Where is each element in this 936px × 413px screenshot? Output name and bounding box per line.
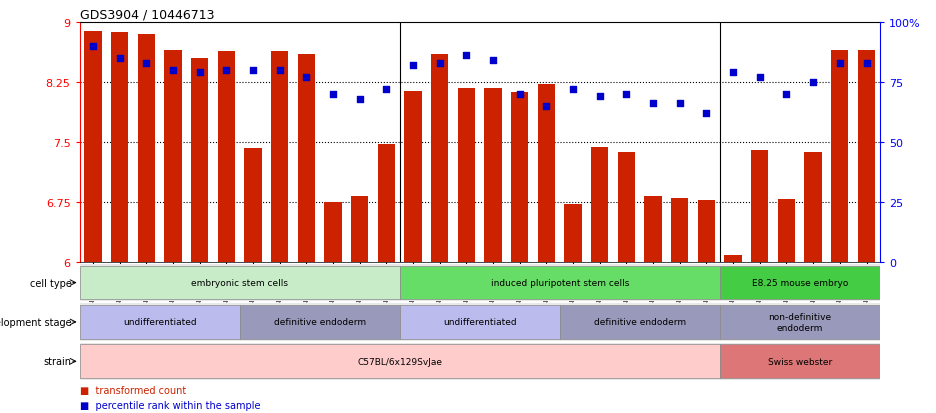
Bar [644, 197, 662, 413]
Point [459, 53, 474, 59]
Bar [244, 149, 262, 413]
Bar [400, 306, 560, 339]
Bar [720, 306, 880, 339]
Bar [697, 201, 715, 413]
Point [245, 67, 260, 74]
Point [699, 110, 714, 117]
Bar [724, 256, 742, 413]
Point [219, 67, 234, 74]
Point [672, 101, 687, 107]
Point [779, 91, 794, 98]
Text: undifferentiated: undifferentiated [443, 318, 517, 327]
Bar [351, 197, 369, 413]
Bar [618, 153, 636, 413]
Text: cell type: cell type [30, 278, 71, 288]
Point [432, 60, 447, 67]
Point [85, 43, 100, 50]
Bar [400, 266, 720, 300]
Bar [720, 266, 880, 300]
Bar [110, 33, 128, 413]
Bar [484, 89, 502, 413]
Bar [217, 52, 235, 413]
Point [405, 62, 420, 69]
Point [352, 96, 367, 103]
Bar [560, 306, 720, 339]
Point [753, 74, 768, 81]
Text: Swiss webster: Swiss webster [768, 357, 832, 366]
Text: strain: strain [44, 356, 71, 366]
Point [326, 91, 341, 98]
Point [272, 67, 287, 74]
Bar [80, 306, 240, 339]
Bar [720, 344, 880, 378]
Bar [564, 205, 582, 413]
Bar [240, 306, 400, 339]
Text: GDS3904 / 10446713: GDS3904 / 10446713 [80, 9, 214, 21]
Point [379, 86, 394, 93]
Bar [377, 145, 395, 413]
Point [565, 86, 580, 93]
Bar [431, 55, 448, 413]
Text: E8.25 mouse embryo: E8.25 mouse embryo [752, 278, 848, 287]
Point [166, 67, 181, 74]
Point [619, 91, 634, 98]
Bar [804, 153, 822, 413]
Point [486, 58, 501, 64]
Text: definitive endoderm: definitive endoderm [273, 318, 366, 327]
Point [646, 101, 661, 107]
Bar [138, 35, 155, 413]
Text: induced pluripotent stem cells: induced pluripotent stem cells [490, 278, 629, 287]
Text: undifferentiated: undifferentiated [123, 318, 197, 327]
Bar [324, 202, 342, 413]
Text: ■  transformed count: ■ transformed count [80, 385, 186, 395]
Bar [671, 198, 689, 413]
Bar [191, 59, 209, 413]
Text: definitive endoderm: definitive endoderm [593, 318, 686, 327]
Point [512, 91, 527, 98]
Bar [80, 266, 400, 300]
Point [592, 94, 607, 100]
Bar [537, 85, 555, 413]
Bar [831, 51, 849, 413]
Bar [164, 51, 182, 413]
Point [725, 70, 740, 76]
Point [299, 74, 314, 81]
Bar [271, 52, 288, 413]
Text: development stage: development stage [0, 317, 71, 327]
Bar [84, 32, 102, 413]
Text: embryonic stem cells: embryonic stem cells [191, 278, 288, 287]
Point [539, 103, 554, 110]
Text: non-definitive
endoderm: non-definitive endoderm [768, 313, 831, 332]
Bar [591, 148, 608, 413]
Point [139, 60, 154, 67]
Point [832, 60, 847, 67]
Bar [857, 51, 875, 413]
Text: C57BL/6x129SvJae: C57BL/6x129SvJae [358, 357, 442, 366]
Bar [511, 93, 529, 413]
Bar [778, 200, 796, 413]
Point [859, 60, 874, 67]
Bar [751, 150, 768, 413]
Bar [298, 55, 315, 413]
Bar [458, 89, 475, 413]
Point [112, 55, 127, 62]
Point [192, 70, 207, 76]
Bar [404, 91, 422, 413]
Text: ■  percentile rank within the sample: ■ percentile rank within the sample [80, 400, 260, 410]
Bar [80, 344, 720, 378]
Point [806, 79, 821, 86]
